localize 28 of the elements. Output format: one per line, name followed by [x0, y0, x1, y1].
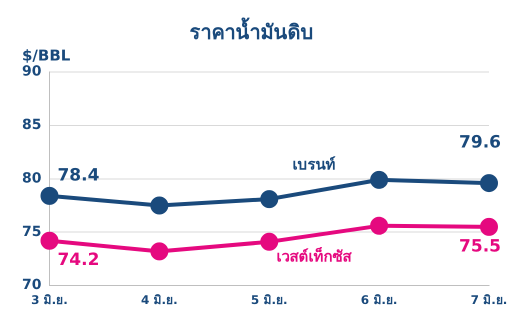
- chart-title: ราคาน้ำมันดิบ: [190, 17, 314, 44]
- x-tick-label: 6 มิ.ย.: [360, 292, 398, 307]
- series-label: เวสต์เท็กซัส: [276, 246, 353, 266]
- point: [480, 218, 498, 236]
- x-tick-label: 3 มิ.ย.: [31, 292, 68, 307]
- point: [260, 190, 278, 208]
- x-tick-label: 4 มิ.ย.: [141, 292, 178, 307]
- y-tick-label: 75: [22, 224, 42, 240]
- point: [40, 232, 58, 250]
- series-label: เบรนท์: [292, 155, 336, 174]
- point: [150, 196, 168, 214]
- data-label: 79.6: [459, 132, 501, 152]
- x-tick-label: 7 มิ.ย.: [470, 292, 508, 307]
- y-tick-label: 90: [22, 64, 42, 80]
- point: [150, 242, 168, 260]
- point: [260, 232, 278, 251]
- y-axis-title: $/BBL: [22, 46, 71, 64]
- y-tick-label: 70: [22, 277, 42, 294]
- point: [370, 216, 388, 235]
- point: [480, 174, 498, 192]
- data-label: 75.5: [459, 236, 501, 256]
- point: [40, 186, 58, 205]
- data-label: 74.2: [57, 250, 100, 270]
- y-tick-label: 80: [22, 170, 42, 186]
- data-label: 78.4: [57, 165, 100, 186]
- x-tick-label: 5 มิ.ย.: [250, 292, 288, 307]
- point: [370, 170, 388, 189]
- y-tick-label: 85: [22, 117, 42, 134]
